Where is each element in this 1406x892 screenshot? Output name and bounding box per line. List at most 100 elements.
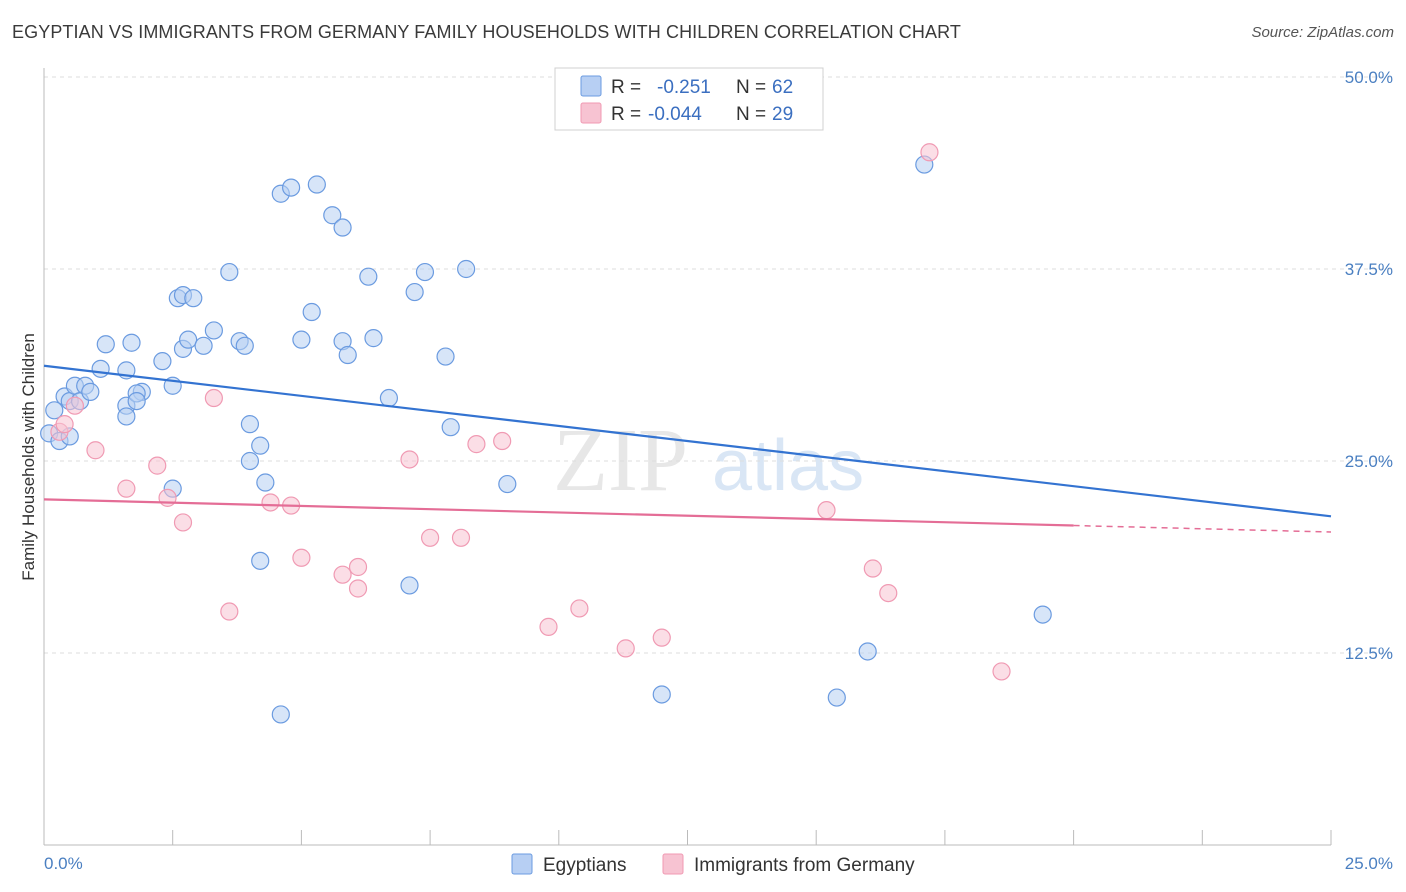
immigrants-germany-point-10 [261,493,280,512]
legend-r-label-0: R = [611,77,641,98]
immigrants-germany-trend-extension [1073,524,1332,533]
immigrants-germany-trend-line [43,498,1074,527]
legend-r-label-1: R = [611,104,641,125]
chart-source: Source: ZipAtlas.com [1251,24,1394,41]
egyptians-point-57 [652,685,671,704]
egyptians-point-9 [81,382,100,401]
egyptians-point-11 [96,335,115,354]
immigrants-germany-point-26 [863,559,882,578]
immigrants-germany-point-29 [992,662,1011,681]
immigrants-germany-point-14 [348,557,368,577]
egyptians-point-39 [282,178,301,197]
egyptians-point-26 [184,289,203,308]
immigrants-germany-point-19 [467,435,486,454]
egyptians-point-53 [436,347,455,366]
egyptians-point-55 [457,259,476,279]
egyptians-point-40 [292,330,311,349]
immigrants-germany-point-27 [879,583,898,603]
immigrants-germany-point-16 [400,450,419,469]
legend-r-value-1: -0.044 [648,104,702,125]
legend-n-label-0: N = [736,77,766,98]
egyptians-point-49 [379,388,399,408]
trend-layer [43,364,1332,533]
immigrants-germany-point-24 [652,628,671,647]
immigrants-germany-point-9 [220,602,239,621]
egyptians-point-17 [117,407,136,426]
egyptians-point-35 [251,551,270,570]
immigrants-germany-point-25 [817,501,836,520]
egyptians-point-33 [240,415,260,434]
immigrants-germany-point-5 [148,456,167,475]
immigrants-germany-point-13 [333,565,352,584]
legend-n-value-0: 62 [772,77,793,98]
egyptians-point-41 [307,175,326,194]
legend-swatch-egyptians [580,75,602,97]
egyptians-point-28 [204,321,223,340]
egyptians-point-19 [153,352,172,371]
immigrants-germany-point-4 [117,479,136,498]
egyptians-point-10 [91,359,110,378]
bottom-legend-swatch-immigrants-germany [662,853,684,875]
egyptians-point-25 [179,330,198,349]
egyptians-point-31 [235,336,254,355]
immigrants-germany-point-15 [348,579,368,598]
bottom-legend-swatch-egyptians [511,853,533,875]
legend-n-label-1: N = [736,104,766,125]
immigrants-germany-point-7 [173,513,193,532]
immigrants-germany-point-2 [65,396,84,415]
egyptians-point-59 [858,642,877,661]
x-tick-label-max: 25.0% [1345,854,1393,873]
y-axis-label: Family Households with Children [19,333,38,581]
egyptians-point-1 [45,401,64,420]
egyptians-point-44 [333,218,352,237]
immigrants-germany-point-21 [539,617,558,636]
immigrants-germany-point-8 [204,388,223,408]
immigrants-germany-point-3 [86,441,105,460]
egyptians-point-50 [400,576,419,595]
egyptians-point-46 [338,345,357,365]
egyptians-point-27 [194,336,213,355]
x-tick-label-min: 0.0% [44,854,83,873]
y-tick-labels: 12.5% 25.0% 37.5% 50.0% [1345,68,1393,663]
y-tick-label-2: 37.5% [1345,260,1393,279]
egyptians-point-29 [220,262,239,282]
egyptians-point-32 [240,451,260,471]
egyptians-trend-line [43,364,1332,518]
egyptians-point-42 [302,302,321,322]
egyptians-point-54 [441,418,460,437]
immigrants-germany-point-23 [616,639,635,658]
egyptians-point-61 [1033,605,1052,624]
y-tick-label-3: 50.0% [1345,68,1393,87]
egyptians-point-51 [405,282,424,302]
bottom-legend-label-egyptians: Egyptians [543,855,626,876]
bottom-legend-label-immigrants-germany: Immigrants from Germany [694,855,915,876]
egyptians-point-56 [498,474,517,494]
chart-title: EGYPTIAN VS IMMIGRANTS FROM GERMANY FAMI… [12,22,961,42]
axis-layer [43,68,1331,846]
egyptians-point-34 [251,436,270,455]
legend-r-value-0: -0.251 [657,77,711,98]
egyptians-point-37 [271,705,290,724]
watermark-atlas: atlas [712,426,864,506]
immigrants-germany-point-20 [493,431,512,451]
y-tick-label-0: 12.5% [1345,644,1393,663]
legend-n-value-1: 29 [772,104,793,125]
egyptians-point-47 [359,267,378,286]
immigrants-germany-point-28 [920,143,939,162]
egyptians-point-13 [122,333,141,352]
egyptians-point-58 [827,688,846,707]
egyptians-point-52 [415,262,435,282]
egyptians-point-18 [127,391,146,411]
points-layer [40,67,1052,724]
immigrants-germany-point-17 [421,528,440,547]
immigrants-germany-point-12 [292,548,311,567]
immigrants-germany-point-1 [55,415,74,434]
legend-box: R = -0.251 N = 62 R = -0.044 N = 29 [554,67,824,131]
egyptians-point-48 [364,329,383,348]
bottom-legend: Egyptians Immigrants from Germany [511,853,915,876]
y-tick-label-1: 25.0% [1345,452,1393,471]
egyptians-point-43 [323,206,342,225]
immigrants-germany-point-6 [158,488,177,507]
egyptians-point-36 [256,473,275,492]
